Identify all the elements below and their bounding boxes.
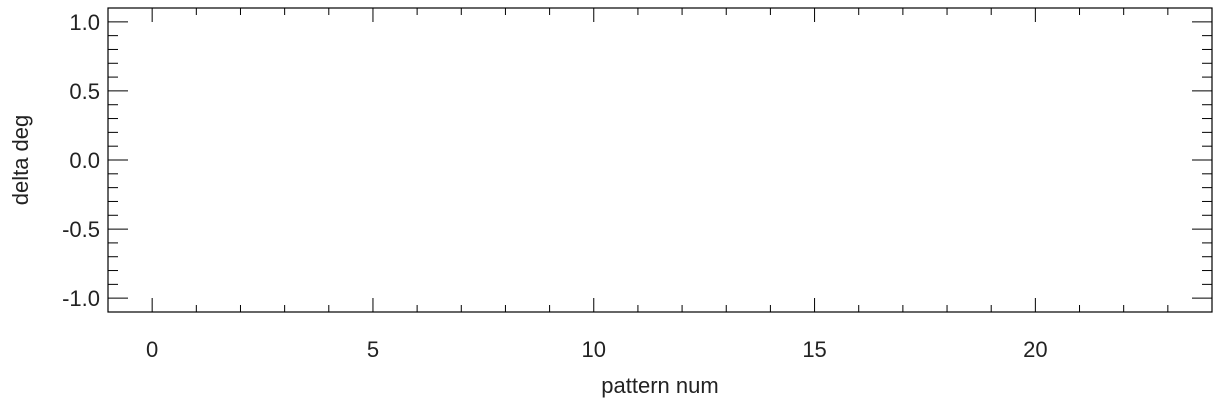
y-axis-title: delta deg <box>8 115 33 206</box>
plot-frame <box>107 7 1213 313</box>
axis-ticks <box>107 7 1213 313</box>
x-tick-label: 5 <box>367 337 379 362</box>
x-tick-label: 15 <box>802 337 826 362</box>
x-tick-label: 20 <box>1023 337 1047 362</box>
y-tick-label: 0.0 <box>69 148 100 173</box>
x-tick-label: 0 <box>146 337 158 362</box>
y-tick-label: 1.0 <box>69 10 100 35</box>
x-tick-label: 10 <box>582 337 606 362</box>
x-axis-title: pattern num <box>601 373 718 398</box>
y-tick-label: -1.0 <box>62 286 100 311</box>
y-tick-label: 0.5 <box>69 79 100 104</box>
y-tick-label: -0.5 <box>62 217 100 242</box>
axis-tick-labels: 0 5 10 15 20 -1.0 -0.5 0.0 0.5 1.0 <box>62 10 1048 362</box>
